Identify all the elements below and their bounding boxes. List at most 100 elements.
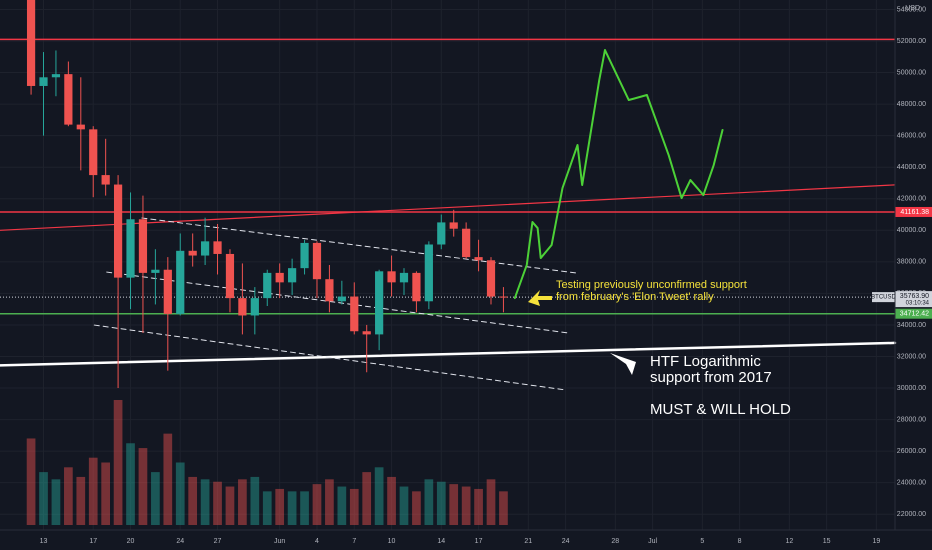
candle-body xyxy=(101,175,110,185)
volume-bar xyxy=(225,486,235,525)
x-tick-label: Jul xyxy=(648,538,657,545)
x-tick-label: 17 xyxy=(89,538,97,545)
annotation-text: Testing previously unconfirmed support xyxy=(556,279,747,291)
candle-body xyxy=(138,219,148,273)
candle-body xyxy=(201,241,210,256)
x-tick-label: 17 xyxy=(475,538,483,545)
y-tick-label: 46000.00 xyxy=(897,132,926,139)
y-tick-label: 34000.00 xyxy=(897,322,926,329)
volume-bar xyxy=(175,462,185,525)
candle-body xyxy=(238,298,247,316)
candle-body xyxy=(362,331,371,335)
x-tick-label: 5 xyxy=(700,538,704,545)
candle-body xyxy=(163,269,172,314)
volume-bar xyxy=(138,448,148,525)
volume-bar xyxy=(449,484,459,525)
y-tick-label: 26000.00 xyxy=(897,448,926,455)
volume-bar xyxy=(287,491,297,525)
x-tick-label: 15 xyxy=(823,538,831,545)
y-tick-label: 50000.00 xyxy=(897,69,926,76)
price-tag-label: 35763.90 xyxy=(900,293,929,300)
candle-body xyxy=(89,129,98,176)
candle-body xyxy=(151,269,160,273)
volume-bar xyxy=(474,488,483,525)
x-tick-label: 20 xyxy=(127,538,135,545)
candle-body xyxy=(474,257,483,261)
x-tick-label: 24 xyxy=(562,538,570,545)
candle-body xyxy=(188,250,197,256)
annotation-text: support from 2017 xyxy=(650,369,772,386)
y-tick-label: 42000.00 xyxy=(897,196,926,203)
y-tick-label: 32000.00 xyxy=(897,353,926,360)
candle-body xyxy=(39,77,48,86)
candle-body xyxy=(275,272,284,283)
trendline xyxy=(93,324,568,391)
annotation-text: HTF Logarithmic xyxy=(650,353,761,370)
annotation-arrow xyxy=(610,353,636,375)
candle-body xyxy=(337,296,346,302)
level-tag-label: 34712.42 xyxy=(900,311,929,318)
price-countdown: 03:10:34 xyxy=(906,301,930,307)
candle-body xyxy=(312,242,322,280)
currency-label: USD xyxy=(905,5,920,12)
candle-body xyxy=(300,242,309,269)
volume-bar xyxy=(151,472,160,525)
volume-bar xyxy=(88,457,98,525)
candle-body xyxy=(462,228,471,258)
x-tick-label: 10 xyxy=(388,538,396,545)
volume-bar xyxy=(76,476,86,525)
y-tick-label: 44000.00 xyxy=(897,164,926,171)
candle-body xyxy=(424,244,433,302)
volume-bar xyxy=(300,491,309,525)
x-tick-label: 8 xyxy=(738,538,742,545)
x-tick-label: 28 xyxy=(611,538,619,545)
candle-body xyxy=(64,74,73,125)
volume-bar xyxy=(374,467,384,525)
y-tick-label: 38000.00 xyxy=(897,259,926,266)
price-tag xyxy=(895,291,932,308)
candle-body xyxy=(176,250,185,314)
y-tick-label: 22000.00 xyxy=(897,511,926,518)
volume-bar xyxy=(64,467,73,525)
trendline xyxy=(513,49,724,300)
volume-bar xyxy=(113,400,123,525)
symbol-tag-label: BTCUSD xyxy=(871,295,896,301)
x-tick-label: 4 xyxy=(315,538,319,545)
x-tick-label: 19 xyxy=(872,538,880,545)
volume-bar xyxy=(424,479,434,525)
volume-bar xyxy=(250,476,260,525)
annotation-text: from february's 'Elon Tweet' rally xyxy=(556,291,714,303)
candle-body xyxy=(350,296,359,332)
x-tick-label: 12 xyxy=(785,538,793,545)
x-tick-label: 27 xyxy=(214,538,222,545)
annotation-text: MUST & WILL HOLD xyxy=(650,401,791,418)
trendline xyxy=(141,217,578,274)
y-tick-label: 52000.00 xyxy=(897,38,926,45)
candle-body xyxy=(499,296,508,298)
candle-body xyxy=(76,124,85,130)
volume-bar xyxy=(101,462,111,525)
candle-body xyxy=(126,219,135,278)
volume-bar xyxy=(262,491,272,525)
volume-bar xyxy=(26,438,36,525)
volume-bar xyxy=(126,443,135,525)
level-tag xyxy=(895,206,932,217)
candle-body xyxy=(288,268,297,283)
candle-body xyxy=(113,184,123,278)
x-tick-label: 24 xyxy=(176,538,184,545)
x-tick-label: 21 xyxy=(524,538,532,545)
volume-bar xyxy=(312,484,322,525)
candle-body xyxy=(375,271,384,335)
candle-body xyxy=(213,241,222,254)
y-tick-label: 28000.00 xyxy=(897,416,926,423)
volume-bar xyxy=(387,476,396,525)
volume-bar xyxy=(461,486,471,525)
trendline xyxy=(0,184,896,231)
volume-bar xyxy=(362,472,372,525)
volume-bar xyxy=(499,491,508,525)
volume-bar xyxy=(213,481,222,525)
trendline xyxy=(106,271,570,334)
volume-bar xyxy=(200,479,210,525)
